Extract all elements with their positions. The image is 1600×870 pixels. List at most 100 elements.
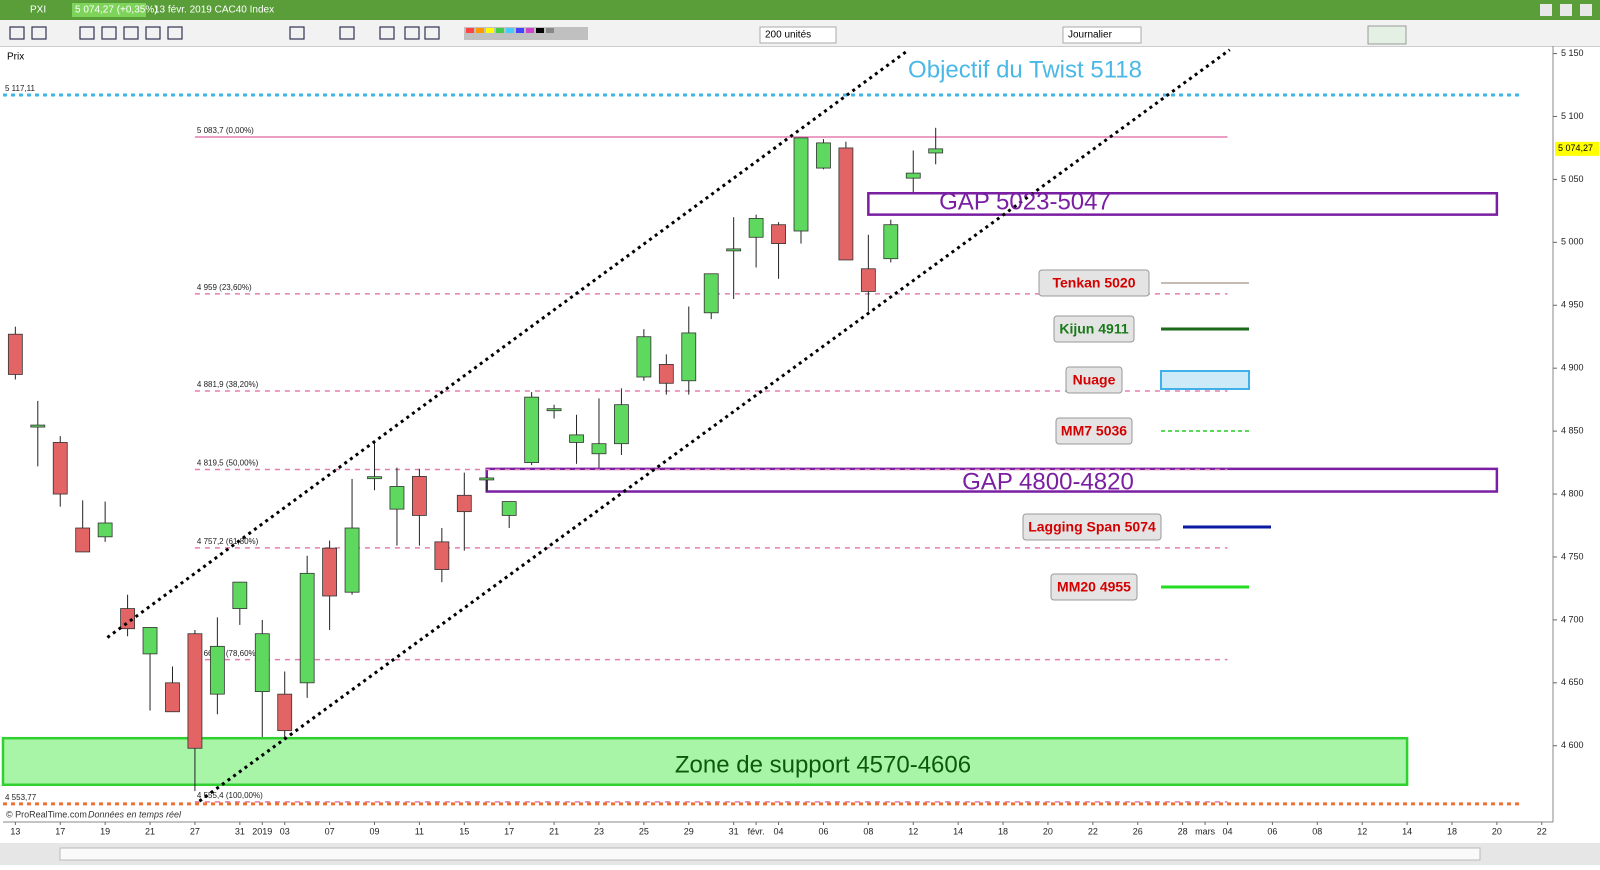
level-label: 4 553,77 bbox=[5, 793, 37, 802]
x-tick-label: 12 bbox=[1357, 826, 1367, 836]
zone-label: Zone de support 4570-4606 bbox=[675, 751, 971, 778]
annotation: Objectif du Twist 5118 bbox=[908, 56, 1142, 83]
price-label: Prix bbox=[7, 52, 24, 63]
maximize-button[interactable] bbox=[1560, 4, 1572, 16]
candle-body bbox=[277, 693, 293, 732]
x-tick-label: 28 bbox=[1178, 826, 1188, 836]
x-tick-label: 25 bbox=[639, 826, 649, 836]
x-tick-label: 03 bbox=[280, 826, 290, 836]
legend-label: Lagging Span 5074 bbox=[1028, 519, 1156, 535]
x-tick-label: févr. bbox=[748, 826, 765, 836]
candle-body bbox=[793, 137, 809, 232]
y-tick-label: 5 100 bbox=[1561, 111, 1584, 121]
candle-body bbox=[703, 273, 719, 314]
x-tick-label: 08 bbox=[863, 826, 873, 836]
candle-body bbox=[7, 333, 23, 375]
x-tick-label: 21 bbox=[145, 826, 155, 836]
x-tick-label: 29 bbox=[684, 826, 694, 836]
minimize-button[interactable] bbox=[1540, 4, 1552, 16]
legend-box bbox=[1053, 315, 1135, 343]
quote-bg bbox=[72, 3, 146, 17]
candle-body bbox=[546, 408, 562, 412]
candle-body bbox=[187, 633, 203, 749]
legend-label: Tenkan 5020 bbox=[1052, 275, 1135, 291]
candle-body bbox=[479, 477, 495, 481]
x-tick-label: 07 bbox=[325, 826, 335, 836]
candle-body bbox=[726, 248, 742, 252]
candle-body bbox=[97, 522, 113, 538]
level-label: 4 881,9 (38,20%) bbox=[197, 380, 259, 389]
units-select[interactable] bbox=[759, 26, 837, 44]
x-tick-label: 26 bbox=[1133, 826, 1143, 836]
y-tick-label: 4 850 bbox=[1561, 425, 1584, 435]
candle-body bbox=[299, 572, 315, 684]
legend-label: Kijun 4911 bbox=[1059, 321, 1128, 337]
x-tick-label: 18 bbox=[1447, 826, 1457, 836]
candle-body bbox=[120, 608, 135, 630]
x-tick-label: 21 bbox=[549, 826, 559, 836]
x-tick-label: 22 bbox=[1537, 826, 1547, 836]
x-tick-label: 12 bbox=[908, 826, 918, 836]
level-label: 4 668,4 (78,60%) bbox=[197, 649, 259, 658]
legend-box bbox=[1055, 417, 1133, 445]
last-price-bg bbox=[1555, 141, 1599, 156]
legend-box bbox=[1065, 366, 1123, 394]
y-tick-label: 4 950 bbox=[1561, 300, 1584, 310]
symbol-info: 13 févr. 2019 CAC40 Index bbox=[154, 5, 274, 16]
x-tick-label: 17 bbox=[504, 826, 514, 836]
candle-body bbox=[501, 501, 517, 516]
candle-body bbox=[456, 494, 472, 513]
separator bbox=[0, 46, 1600, 47]
scrollbar[interactable] bbox=[59, 847, 1481, 861]
level-label: 4 819,5 (50,00%) bbox=[197, 459, 259, 468]
x-tick-label: 04 bbox=[774, 826, 784, 836]
legend-box bbox=[1022, 513, 1162, 541]
color-palette[interactable] bbox=[464, 27, 588, 40]
x-tick-label: 18 bbox=[998, 826, 1008, 836]
chart-type-button[interactable] bbox=[1367, 25, 1407, 45]
level-label: 4 555,4 (100,00%) bbox=[197, 791, 263, 800]
candle-body bbox=[838, 147, 854, 261]
trendline bbox=[198, 48, 1231, 803]
x-tick-label: 19 bbox=[100, 826, 110, 836]
candle-body bbox=[165, 682, 180, 713]
legend-label: Nuage bbox=[1073, 372, 1116, 388]
candle-body bbox=[75, 527, 91, 553]
footer-note: Données en temps réel bbox=[88, 809, 182, 819]
legend-label: MM20 4955 bbox=[1057, 579, 1131, 595]
symbol: PXI bbox=[30, 5, 46, 16]
y-tick-label: 5 150 bbox=[1561, 48, 1584, 58]
level-label: 4 959 (23,60%) bbox=[197, 283, 252, 292]
candle-body bbox=[591, 443, 607, 455]
last-price-label: 5 074,27 bbox=[1558, 143, 1593, 153]
candle-body bbox=[681, 332, 697, 382]
tool-icons[interactable] bbox=[9, 26, 440, 40]
x-tick-label: 06 bbox=[1267, 826, 1277, 836]
zone-label: GAP 5023-5047 bbox=[939, 188, 1111, 215]
candle-body bbox=[367, 476, 382, 480]
candle-body bbox=[748, 218, 764, 238]
y-tick-label: 4 700 bbox=[1561, 614, 1584, 624]
level-label: 5 117,11 bbox=[5, 84, 36, 93]
close-button[interactable] bbox=[1580, 4, 1592, 16]
candle-body bbox=[209, 645, 225, 695]
x-tick-label: 09 bbox=[369, 826, 379, 836]
x-tick-label: 14 bbox=[1402, 826, 1412, 836]
candle-body bbox=[816, 142, 831, 169]
period-select[interactable] bbox=[1062, 26, 1142, 44]
x-tick-label: mars bbox=[1195, 826, 1215, 836]
trendline bbox=[106, 48, 910, 639]
x-tick-label: 08 bbox=[1312, 826, 1322, 836]
units-text: 200 unités bbox=[765, 30, 811, 41]
y-tick-label: 5 050 bbox=[1561, 174, 1584, 184]
x-tick-label: 13 bbox=[10, 826, 20, 836]
candle-body bbox=[614, 404, 629, 445]
zone bbox=[1, 736, 1409, 787]
y-tick-label: 4 600 bbox=[1561, 740, 1584, 750]
candle-body bbox=[52, 442, 68, 495]
candle-body bbox=[30, 424, 46, 428]
candle-body bbox=[928, 148, 944, 154]
x-tick-label: 2019 bbox=[252, 826, 272, 836]
candle-body bbox=[344, 527, 360, 593]
level-label: 4 757,2 (61,80%) bbox=[197, 537, 259, 546]
